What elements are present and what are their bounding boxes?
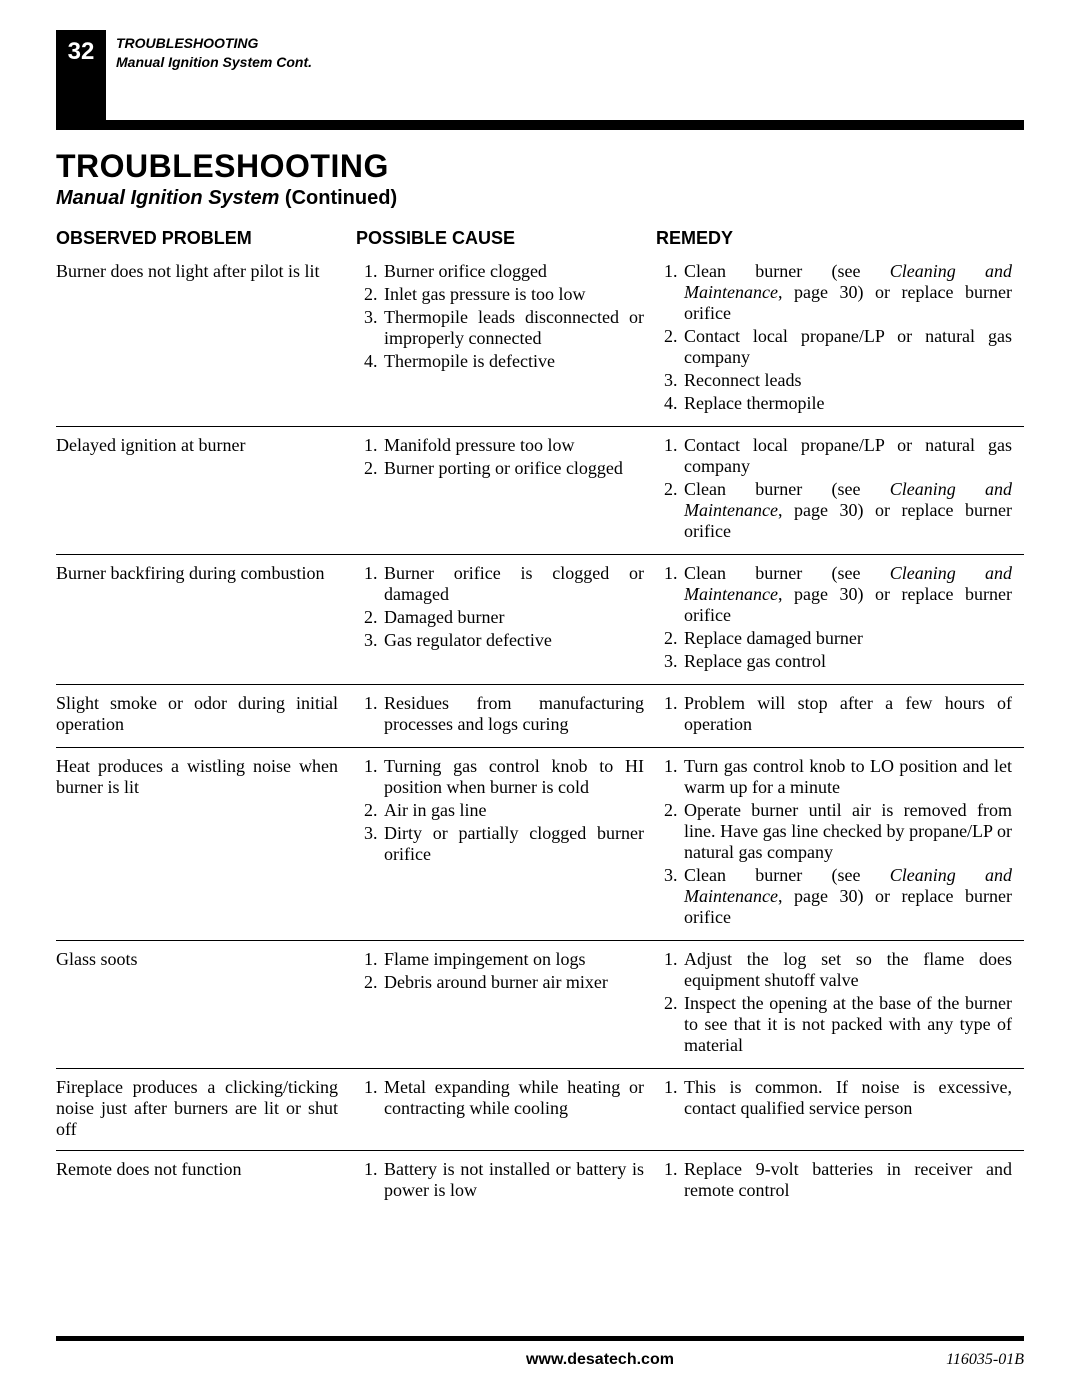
header-rule (56, 120, 1024, 130)
problem-cell: Burner backfiring during combustion (56, 563, 356, 674)
table-row: Burner does not light after pilot is lit… (56, 253, 1024, 427)
remedy-item: Clean burner (see Cleaning and Maintenan… (682, 479, 1012, 542)
remedy-item: Contact local propane/LP or natural gas … (682, 435, 1012, 477)
remedy-item: Turn gas control knob to LO position and… (682, 756, 1012, 798)
remedy-item: Inspect the opening at the base of the b… (682, 993, 1012, 1056)
problem-cell: Fireplace produces a clicking/ticking no… (56, 1077, 356, 1140)
problem-cell: Burner does not light after pilot is lit (56, 261, 356, 416)
cause-cell: Flame impingement on logsDebris around b… (356, 949, 656, 1058)
section-title: TROUBLESHOOTING (56, 148, 1024, 185)
cause-item: Thermopile is defective (382, 351, 644, 372)
header-line-2: Manual Ignition System Cont. (116, 53, 312, 72)
cause-item: Damaged burner (382, 607, 644, 628)
remedy-item: Clean burner (see Cleaning and Maintenan… (682, 865, 1012, 928)
remedy-cell: Clean burner (see Cleaning and Maintenan… (656, 563, 1024, 674)
remedy-item: Replace 9-volt batteries in receiver and… (682, 1159, 1012, 1201)
header-titles: TROUBLESHOOTING Manual Ignition System C… (106, 30, 312, 120)
cause-cell: Turning gas control knob to HI position … (356, 756, 656, 930)
remedy-cell: This is common. If noise is excessive, c… (656, 1077, 1024, 1140)
cause-item: Battery is not installed or battery is p… (382, 1159, 644, 1201)
cause-cell: Burner orifice is clogged or damagedDama… (356, 563, 656, 674)
col-header-cause: POSSIBLE CAUSE (356, 228, 656, 249)
remedy-item: Problem will stop after a few hours of o… (682, 693, 1012, 735)
remedy-item: Adjust the log set so the flame does equ… (682, 949, 1012, 991)
remedy-cell: Replace 9-volt batteries in receiver and… (656, 1159, 1024, 1203)
cause-item: Flame impingement on logs (382, 949, 644, 970)
remedy-item: Reconnect leads (682, 370, 1012, 391)
footer-rule (56, 1336, 1024, 1341)
remedy-item: Clean burner (see Cleaning and Maintenan… (682, 563, 1012, 626)
cause-cell: Battery is not installed or battery is p… (356, 1159, 656, 1203)
remedy-cell: Problem will stop after a few hours of o… (656, 693, 1024, 737)
remedy-cell: Adjust the log set so the flame does equ… (656, 949, 1024, 1058)
remedy-cell: Turn gas control knob to LO position and… (656, 756, 1024, 930)
cause-cell: Burner orifice cloggedInlet gas pressure… (356, 261, 656, 416)
cause-item: Residues from manufacturing processes an… (382, 693, 644, 735)
table-row: Slight smoke or odor during initial oper… (56, 685, 1024, 748)
remedy-cell: Clean burner (see Cleaning and Maintenan… (656, 261, 1024, 416)
remedy-item: Contact local propane/LP or natural gas … (682, 326, 1012, 368)
remedy-item: Replace gas control (682, 651, 1012, 672)
remedy-item: Operate burner until air is removed from… (682, 800, 1012, 863)
page-container: 32 TROUBLESHOOTING Manual Ignition Syste… (0, 0, 1080, 1213)
col-header-problem: OBSERVED PROBLEM (56, 228, 356, 249)
section-subtitle: Manual Ignition System (Continued) (56, 187, 1024, 210)
footer-url: www.desatech.com (176, 1351, 1024, 1369)
table-row: Fireplace produces a clicking/ticking no… (56, 1069, 1024, 1151)
remedy-item: This is common. If noise is excessive, c… (682, 1077, 1012, 1119)
problem-cell: Heat produces a wistling noise when burn… (56, 756, 356, 930)
cause-item: Manifold pressure too low (382, 435, 644, 456)
cause-item: Inlet gas pressure is too low (382, 284, 644, 305)
problem-cell: Glass soots (56, 949, 356, 1058)
column-headers: OBSERVED PROBLEM POSSIBLE CAUSE REMEDY (56, 228, 1024, 253)
table-row: Remote does not function Battery is not i… (56, 1151, 1024, 1213)
table-row: Burner backfiring during combustionBurne… (56, 555, 1024, 685)
cause-item: Turning gas control knob to HI position … (382, 756, 644, 798)
cause-item: Metal expanding while heating or contrac… (382, 1077, 644, 1119)
remedy-item: Replace thermopile (682, 393, 1012, 414)
cause-item: Air in gas line (382, 800, 644, 821)
cause-item: Debris around burner air mixer (382, 972, 644, 993)
cause-cell: Metal expanding while heating or contrac… (356, 1077, 656, 1140)
cause-cell: Residues from manufacturing processes an… (356, 693, 656, 737)
remedy-item: Clean burner (see Cleaning and Maintenan… (682, 261, 1012, 324)
troubleshooting-table: Burner does not light after pilot is lit… (56, 253, 1024, 1213)
table-row: Delayed ignition at burnerManifold press… (56, 427, 1024, 555)
top-header: 32 TROUBLESHOOTING Manual Ignition Syste… (56, 30, 1024, 120)
page-number: 32 (68, 38, 95, 66)
cause-item: Burner orifice clogged (382, 261, 644, 282)
cause-item: Thermopile leads disconnected or imprope… (382, 307, 644, 349)
section-sub-rest: (Continued) (279, 187, 397, 209)
remedy-item: Replace damaged burner (682, 628, 1012, 649)
cause-item: Gas regulator defective (382, 630, 644, 651)
section-sub-italic: Manual Ignition System (56, 187, 279, 209)
footer-docid: 116035-01B (946, 1351, 1024, 1369)
cause-item: Dirty or partially clogged burner orific… (382, 823, 644, 865)
problem-cell: Slight smoke or odor during initial oper… (56, 693, 356, 737)
cause-item: Burner orifice is clogged or damaged (382, 563, 644, 605)
cause-item: Burner porting or orifice clogged (382, 458, 644, 479)
remedy-cell: Contact local propane/LP or natural gas … (656, 435, 1024, 544)
cause-cell: Manifold pressure too lowBurner porting … (356, 435, 656, 544)
page-number-box: 32 (56, 30, 106, 120)
problem-cell: Delayed ignition at burner (56, 435, 356, 544)
col-header-remedy: REMEDY (656, 228, 1024, 249)
table-row: Glass sootsFlame impingement on logsDebr… (56, 941, 1024, 1069)
table-row: Heat produces a wistling noise when burn… (56, 748, 1024, 941)
footer: www.desatech.com 116035-01B (56, 1351, 1024, 1369)
header-line-1: TROUBLESHOOTING (116, 34, 312, 53)
problem-cell: Remote does not function (56, 1159, 356, 1203)
